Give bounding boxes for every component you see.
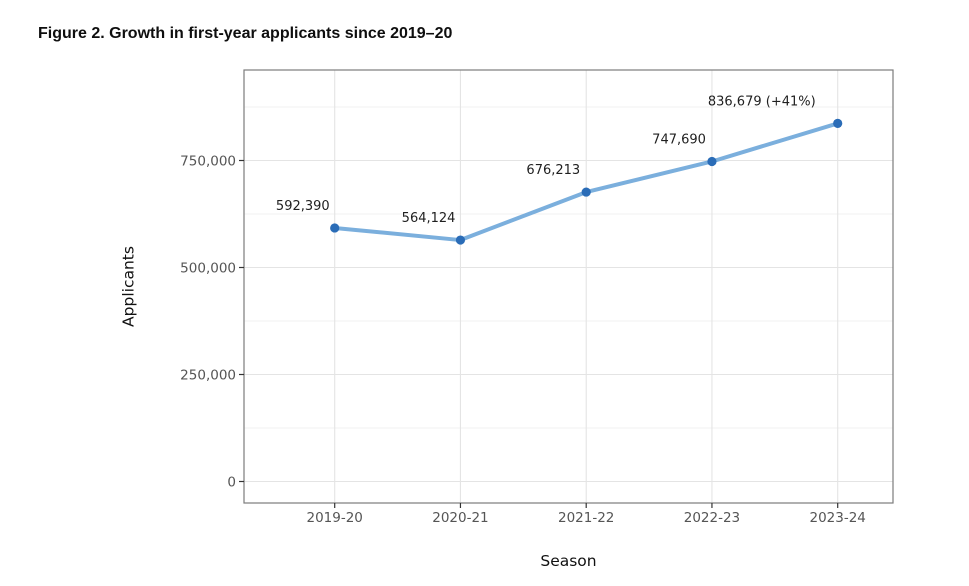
x-tick-label: 2023-24: [809, 510, 865, 526]
data-point: [455, 235, 466, 245]
data-point: [707, 156, 717, 167]
data-label: 836,679 (+41%): [708, 94, 816, 109]
x-tick-label: 2022-23: [684, 510, 740, 526]
data-point: [330, 223, 340, 233]
vertical-gridlines: [334, 70, 839, 503]
data-point: [581, 187, 591, 197]
x-tick-labels: 2019-20 2020-21 2021-22 2022-23 2023-24: [306, 510, 865, 526]
data-points: [330, 118, 843, 245]
y-axis-title: Applicants: [120, 246, 138, 327]
x-tick-label: 2019-20: [306, 510, 362, 526]
x-tick-label: 2021-22: [558, 510, 614, 526]
y-tick-label: 250,000: [180, 367, 236, 383]
x-tick-label: 2020-21: [432, 510, 488, 526]
x-axis-title: Season: [540, 552, 596, 570]
y-tick-label: 500,000: [180, 260, 236, 276]
axis-ticks: [239, 159, 839, 508]
data-point: [833, 118, 843, 129]
data-labels: 592,390 564,124 676,213 747,690 836,679 (+41…: [276, 94, 816, 226]
y-tick-label: 750,000: [180, 153, 236, 169]
data-label: 564,124: [402, 211, 456, 226]
data-label: 747,690: [652, 132, 706, 147]
panel-border: [243, 69, 894, 504]
y-tick-labels: 0 250,000 500,000 750,000: [180, 153, 236, 490]
figure-title: Figure 2. Growth in first-year applicant…: [38, 25, 453, 42]
data-label: 592,390: [276, 199, 330, 214]
minor-gridlines: [244, 106, 893, 429]
data-label: 676,213: [526, 163, 580, 178]
y-tick-label: 0: [227, 474, 236, 490]
major-gridlines: [244, 159, 893, 483]
